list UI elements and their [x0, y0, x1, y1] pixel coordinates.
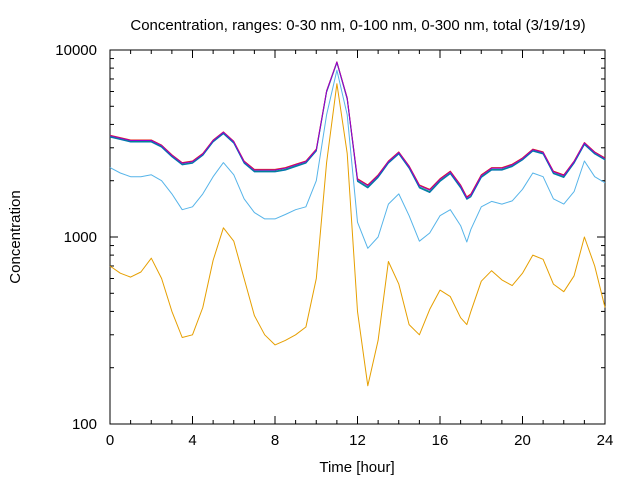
chart-title: Concentration, ranges: 0-30 nm, 0-100 nm…	[130, 17, 585, 34]
x-tick-label: 24	[597, 432, 614, 449]
series-line-1	[109, 83, 606, 387]
x-tick-label: 8	[271, 432, 279, 449]
y-tick-label: 1000	[64, 229, 97, 246]
y-tick-label: 100	[72, 416, 97, 433]
series-line-4	[109, 62, 606, 200]
y-axis-label: Concentration	[7, 190, 24, 283]
x-tick-label: 0	[106, 432, 114, 449]
series-line-6	[109, 61, 606, 199]
x-axis-label: Time [hour]	[319, 459, 394, 476]
series-line-2	[109, 69, 606, 249]
y-tick-label: 10000	[55, 42, 97, 59]
x-tick-label: 4	[188, 432, 196, 449]
series-layer	[109, 61, 606, 387]
x-axis: 0 4 8 12 16 20 24	[106, 50, 614, 449]
x-tick-label: 12	[349, 432, 366, 449]
plot-frame	[109, 49, 606, 425]
y-axis: 100 1000 10000	[55, 42, 605, 433]
x-tick-label: 20	[514, 432, 531, 449]
x-tick-label: 16	[432, 432, 449, 449]
